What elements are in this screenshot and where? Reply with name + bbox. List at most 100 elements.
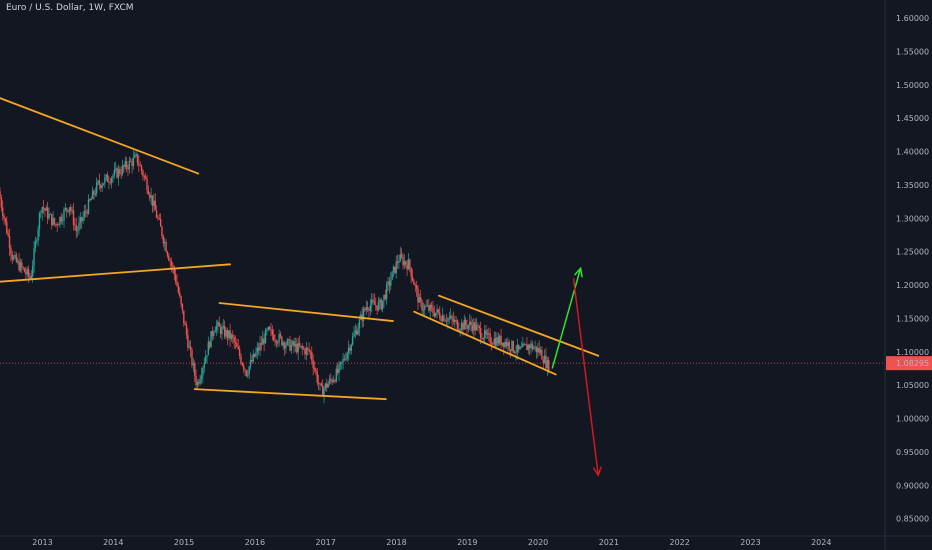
- candle-body: [535, 346, 538, 353]
- candle-body: [434, 312, 437, 317]
- candle-body: [134, 155, 136, 158]
- candle-body: [259, 343, 261, 351]
- y-tick-label: 1.05000: [896, 381, 929, 390]
- candle-body: [445, 320, 448, 322]
- candle-body: [498, 335, 501, 344]
- candle-body: [248, 366, 250, 375]
- candle-body: [334, 380, 336, 382]
- candle-body: [139, 165, 141, 167]
- candle-body: [277, 342, 279, 344]
- candle-body: [153, 200, 155, 206]
- candle-body: [161, 226, 163, 237]
- candle-body: [505, 341, 508, 346]
- candle-body: [116, 168, 118, 178]
- candle-body: [286, 339, 288, 345]
- candle-body: [49, 214, 52, 215]
- up-arrow-line: [551, 268, 582, 369]
- candle-body: [462, 323, 464, 330]
- candle-body: [312, 360, 314, 368]
- x-tick-label: 2013: [32, 538, 52, 547]
- candle-body: [70, 207, 72, 211]
- candle-body: [336, 368, 339, 374]
- candle-body: [76, 230, 79, 232]
- candle-body: [538, 347, 540, 353]
- candle-body: [29, 276, 31, 279]
- candle-body: [497, 337, 500, 344]
- candle-body: [508, 342, 510, 350]
- candle-body: [184, 323, 186, 326]
- x-tick-label: 2015: [174, 538, 194, 547]
- candle-body: [89, 199, 91, 201]
- candle-body: [509, 349, 512, 351]
- candle-body: [432, 307, 434, 313]
- candle-body: [307, 348, 309, 349]
- candle-body: [202, 367, 204, 376]
- candle-body: [223, 326, 226, 337]
- candle-body: [232, 334, 234, 338]
- x-tick-label: 2020: [528, 538, 548, 547]
- candle-body: [543, 355, 546, 364]
- candle-body: [394, 266, 396, 274]
- candle-body: [392, 266, 395, 272]
- candle-body: [380, 299, 382, 310]
- candle-body: [376, 305, 378, 311]
- candle-body: [294, 343, 297, 347]
- candle-body: [297, 342, 299, 353]
- candle-body: [45, 207, 47, 211]
- candle-body: [379, 299, 381, 302]
- x-tick-label: 2017: [316, 538, 336, 547]
- candle-body: [331, 379, 333, 383]
- candle-body: [169, 260, 171, 262]
- candle-body: [471, 325, 474, 331]
- candle-body: [138, 163, 140, 166]
- candle-body: [244, 369, 246, 371]
- candle-body: [398, 261, 400, 263]
- candle-body: [527, 344, 529, 351]
- candle-body: [332, 380, 335, 383]
- candle-body: [289, 339, 291, 351]
- candle-body: [308, 348, 310, 352]
- candle-body: [203, 363, 205, 368]
- candle-body: [67, 210, 69, 212]
- x-tick-label: 2024: [811, 538, 831, 547]
- candle-body: [515, 352, 517, 354]
- candle-body: [524, 344, 527, 346]
- candle-body: [249, 360, 252, 367]
- candle-body: [263, 338, 265, 344]
- candle-body: [421, 301, 423, 311]
- candle-body: [368, 309, 370, 311]
- candle-body: [449, 315, 452, 319]
- candle-body: [234, 342, 237, 344]
- candle-body: [25, 272, 27, 275]
- candle-body: [253, 354, 256, 357]
- candle-body: [150, 195, 152, 198]
- candle-body: [51, 214, 53, 225]
- candle-body: [372, 299, 374, 302]
- y-tick-label: 1.60000: [896, 14, 929, 23]
- candle-body: [548, 359, 550, 372]
- candle-body: [40, 212, 42, 214]
- candle-body: [478, 326, 480, 329]
- candle-body: [448, 318, 451, 319]
- candle-body: [467, 325, 470, 329]
- candle-body: [369, 305, 372, 311]
- candle-body: [504, 341, 506, 348]
- candle-body: [267, 327, 269, 330]
- candle-body: [489, 333, 491, 343]
- candle-body: [179, 292, 181, 297]
- y-tick-label: 1.30000: [896, 214, 929, 223]
- candle-body: [305, 348, 308, 355]
- candle-body: [522, 343, 524, 347]
- candle-body: [75, 225, 77, 232]
- candle-body: [189, 346, 192, 351]
- candle-body: [30, 275, 33, 279]
- candle-body: [390, 280, 392, 286]
- candle-body: [470, 321, 472, 326]
- candle-body: [512, 341, 514, 352]
- candle-body: [22, 267, 24, 269]
- candle-body: [71, 210, 73, 212]
- candle-body: [221, 327, 223, 335]
- candle-body: [0, 198, 3, 208]
- candle-body: [262, 338, 264, 345]
